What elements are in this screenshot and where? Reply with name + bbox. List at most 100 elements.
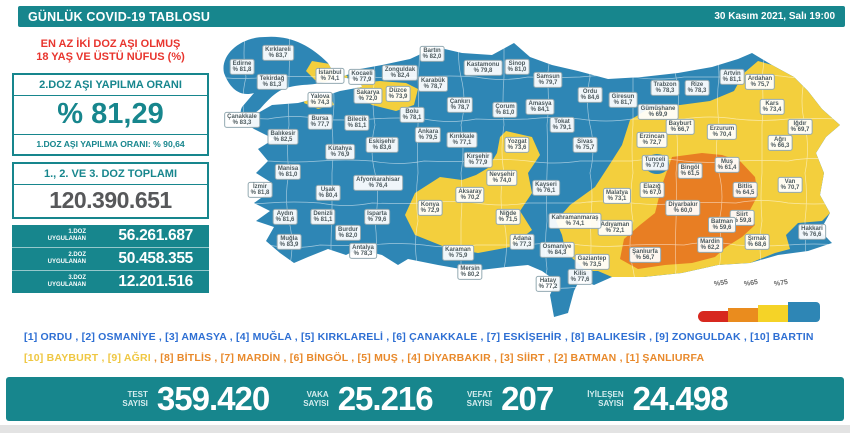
province-label: Çankırı% 78,7 <box>446 96 474 114</box>
ranked-province: [5] KIRKLARELİ <box>301 331 384 343</box>
dose-row-value: 50.458.355 <box>118 250 193 267</box>
ranked-province: [10] BAYBURT <box>24 352 99 364</box>
province-label: Niğde% 71,5 <box>495 208 521 226</box>
province-label: Isparta% 79,6 <box>364 208 390 226</box>
top-provinces-list: [1] ORDU , [2] OSMANİYE , [3] AMASYA , [… <box>24 331 814 343</box>
province-label: Gaziantep% 73,5 <box>574 253 610 271</box>
province-label: Kırklareli% 83,7 <box>262 44 294 62</box>
ranked-province: [7] ESKİŞEHİR <box>486 331 562 343</box>
province-label: Aydın% 81,6 <box>272 208 298 226</box>
province-label: Amasya% 84,1 <box>525 98 555 116</box>
province-label: Adıyaman% 72,1 <box>597 219 633 237</box>
province-label: Tekirdağ% 81,3 <box>256 73 288 91</box>
province-label: Samsun% 79,7 <box>533 71 563 89</box>
province-label: Karaman% 75,9 <box>442 244 474 262</box>
province-label: Nevşehir% 74,0 <box>486 169 518 187</box>
province-label: Bingöl% 61,5 <box>677 162 703 180</box>
province-label: Kırıkkale% 77,1 <box>446 131 478 149</box>
province-label: Sivas% 75,7 <box>572 136 598 154</box>
province-label: Kars% 73,4 <box>759 98 785 116</box>
province-label: Tokat% 79,1 <box>549 116 575 134</box>
vaccination-panel: EN AZ İKİ DOZ AŞI OLMUŞ 18 YAŞ VE ÜSTÜ N… <box>12 38 209 293</box>
ranked-province: [4] DİYARBAKIR <box>407 352 491 364</box>
province-label: Yalova% 74,3 <box>307 91 333 109</box>
bottom-provinces-list: [10] BAYBURT , [9] AĞRI , [8] BİTLİS , [… <box>24 352 705 364</box>
province-label: Edirne% 81,8 <box>229 58 255 76</box>
province-label: Erzincan% 72,7 <box>636 131 668 149</box>
province-label: Mardin% 62,2 <box>697 236 723 254</box>
province-label: Hakkari% 76,6 <box>798 223 826 241</box>
stat-label: İYİLEŞEN SAYISI <box>587 390 624 408</box>
stat-value: 25.216 <box>337 380 434 417</box>
province-label: Aksaray% 70,2 <box>455 186 485 204</box>
province-label: Kastamonu% 79,8 <box>463 59 503 77</box>
province-label: Afyonkarahisar% 76,4 <box>353 174 403 192</box>
dose-row-value: 56.261.687 <box>118 227 193 244</box>
page-title: GÜNLÜK COVID-19 TABLOSU <box>28 9 211 24</box>
province-label: Eskişehir% 83,6 <box>365 136 399 154</box>
stats-bar: TEST SAYISI 359.420 VAKA SAYISI 25.216 VEF… <box>6 377 844 421</box>
province-label: Adana% 77,3 <box>509 233 535 251</box>
panel-title-line1: EN AZ İKİ DOZ AŞI OLMUŞ <box>40 38 181 50</box>
legend-label-75: %75 <box>773 279 789 288</box>
province-label: Malatya% 73,1 <box>602 187 632 205</box>
province-label: Kayseri% 76,1 <box>532 179 560 197</box>
stat-value: 24.498 <box>632 380 729 417</box>
ranked-province: [4] MUĞLA <box>236 331 292 343</box>
province-label: Bitlis% 64,5 <box>732 181 758 199</box>
province-label: Karabük% 78,7 <box>417 75 449 93</box>
dose-row-label: 2.DOZ UYGULANAN <box>47 252 86 265</box>
ranked-province: [8] BİTLİS <box>160 352 212 364</box>
dose1-rate-line: 1.DOZ AŞI YAPILMA ORANI: % 90,64 <box>36 139 185 149</box>
province-label: Mersin% 80,2 <box>457 263 483 281</box>
province-label: Şanlıurfa% 56,7 <box>629 246 661 264</box>
province-label: Bursa% 77,7 <box>307 113 333 131</box>
province-label: Denizli% 81,1 <box>310 208 336 226</box>
turkey-map: Kırklareli% 83,7 Edirne% 81,8 Tekirdağ% … <box>210 25 850 325</box>
legend-block-orange <box>728 308 758 322</box>
dose-row: 1.DOZ UYGULANAN 56.261.687 <box>12 225 209 248</box>
province-label: Sinop% 81,0 <box>504 58 530 76</box>
province-label: Antalya% 78,3 <box>349 242 377 260</box>
total-doses-header: 1., 2. VE 3. DOZ TOPLAMI <box>14 164 207 185</box>
province-label: Ardahan% 75,7 <box>744 73 776 91</box>
province-label: İstanbul% 74,1 <box>315 67 345 85</box>
daily-stat: TEST SAYISI 359.420 <box>122 380 270 418</box>
province-label: Bartın% 82,0 <box>419 45 445 63</box>
province-label: Şırnak% 68,6 <box>744 233 770 251</box>
stat-label: VEFAT SAYISI <box>466 390 493 408</box>
province-label: Bolu% 78,1 <box>399 106 425 124</box>
province-label: Batman% 59,6 <box>707 216 737 234</box>
province-label: Düzce% 73,9 <box>385 85 411 103</box>
ranked-province: [6] BİNGÖL <box>289 352 349 364</box>
total-doses-value: 120.390.651 <box>49 187 172 213</box>
ranked-province: [1] ŞANLIURFA <box>625 352 705 364</box>
ranked-province: [3] AMASYA <box>165 331 227 343</box>
legend-block-red <box>698 311 728 322</box>
dose2-rate-header: 2.DOZ AŞI YAPILMA ORANI <box>14 75 207 96</box>
province-label: Iğdır% 69,7 <box>787 118 813 136</box>
ranked-province: [1] ORDU <box>24 331 73 343</box>
province-label: Uşak% 80,4 <box>315 184 341 202</box>
daily-stat: İYİLEŞEN SAYISI 24.498 <box>587 380 729 418</box>
province-label: Konya% 72,9 <box>417 199 443 217</box>
legend-block-blue <box>788 302 820 322</box>
province-label: Giresun% 81,7 <box>608 91 638 109</box>
province-label: Hatay% 77,2 <box>535 275 561 293</box>
province-label: Bayburt% 66,7 <box>665 118 695 136</box>
stat-label: VAKA SAYISI <box>303 390 329 408</box>
province-label: Rize% 78,3 <box>684 79 710 97</box>
stat-label: TEST SAYISI <box>122 390 148 408</box>
daily-stat: VAKA SAYISI 25.216 <box>303 380 434 418</box>
header-bar: GÜNLÜK COVID-19 TABLOSU 30 Kasım 2021, S… <box>18 6 845 27</box>
province-label: Çorum% 81,0 <box>492 101 518 119</box>
ranked-province: [9] AĞRI <box>107 352 151 364</box>
legend-blocks <box>698 302 820 322</box>
province-label: Kütahya% 76,9 <box>325 143 355 161</box>
dose-row: 2.DOZ UYGULANAN 50.458.355 <box>12 248 209 271</box>
dose-row-label: 3.DOZ UYGULANAN <box>47 275 86 288</box>
province-label: Tunceli% 77,0 <box>641 154 669 172</box>
province-label: Sakarya% 72,0 <box>353 87 383 105</box>
province-label: Van% 70,7 <box>777 176 803 194</box>
